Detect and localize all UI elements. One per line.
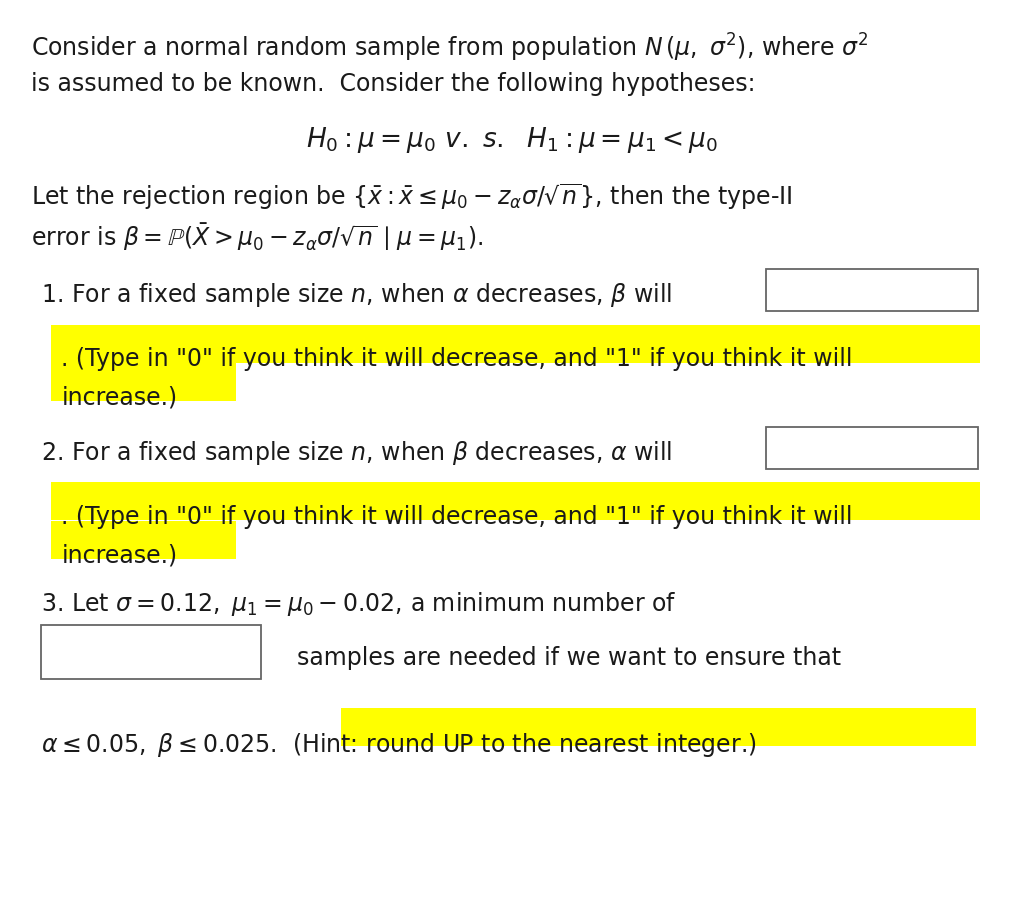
Bar — [51, 363, 236, 401]
FancyBboxPatch shape — [766, 269, 978, 311]
FancyBboxPatch shape — [41, 625, 261, 679]
Text: samples are needed if we want to ensure that: samples are needed if we want to ensure … — [297, 646, 841, 670]
Bar — [51, 482, 980, 520]
Text: . (Type in "0" if you think it will decrease, and "1" if you think it will: . (Type in "0" if you think it will decr… — [61, 347, 853, 370]
Text: 3. Let $\sigma = 0.12,\ \mu_1 = \mu_0 - 0.02$, a minimum number of: 3. Let $\sigma = 0.12,\ \mu_1 = \mu_0 - … — [41, 590, 677, 618]
Text: Let the rejection region be $\{\bar{x} : \bar{x} \leq \mu_0 - z_\alpha\sigma/\sq: Let the rejection region be $\{\bar{x} :… — [31, 182, 793, 212]
Bar — [341, 708, 976, 746]
Text: Consider a normal random sample from population $N\,(\mu,\ \sigma^2)$, where $\s: Consider a normal random sample from pop… — [31, 32, 868, 64]
Text: $\alpha \leq 0.05,\ \beta \leq 0.025$.  (Hint: round UP to the nearest integer.): $\alpha \leq 0.05,\ \beta \leq 0.025$. (… — [41, 731, 757, 759]
Text: $H_0 : \mu = \mu_0\ v.\ s.\ \ H_1 : \mu = \mu_1 < \mu_0$: $H_0 : \mu = \mu_0\ v.\ s.\ \ H_1 : \mu … — [306, 125, 718, 155]
Text: increase.): increase.) — [61, 386, 177, 410]
Text: 1. For a fixed sample size $n$, when $\alpha$ decreases, $\beta$ will: 1. For a fixed sample size $n$, when $\a… — [41, 281, 672, 310]
Text: error is $\beta = \mathbb{P}(\bar{X} > \mu_0 - z_\alpha\sigma/\sqrt{n}\mid \mu =: error is $\beta = \mathbb{P}(\bar{X} > \… — [31, 222, 483, 253]
FancyBboxPatch shape — [766, 427, 978, 469]
Bar — [51, 325, 980, 363]
Text: . (Type in "0" if you think it will decrease, and "1" if you think it will: . (Type in "0" if you think it will decr… — [61, 505, 853, 528]
Text: is assumed to be known.  Consider the following hypotheses:: is assumed to be known. Consider the fol… — [31, 72, 756, 95]
Bar — [51, 521, 236, 559]
Text: 2. For a fixed sample size $n$, when $\beta$ decreases, $\alpha$ will: 2. For a fixed sample size $n$, when $\b… — [41, 439, 672, 468]
Text: increase.): increase.) — [61, 544, 177, 568]
